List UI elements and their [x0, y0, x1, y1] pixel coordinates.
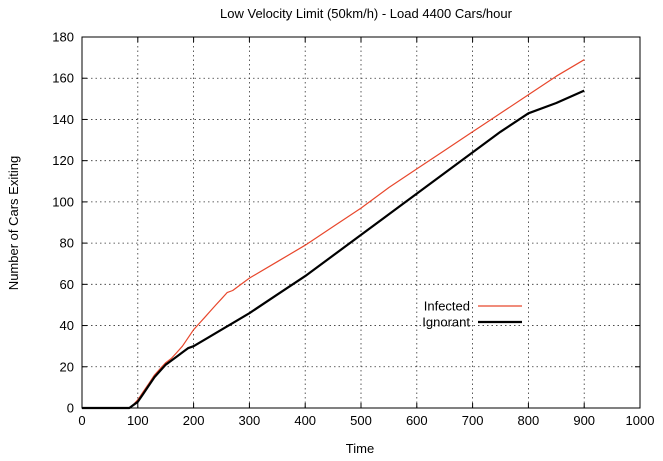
series-line-ignorant	[82, 89, 585, 410]
y-tick-label: 120	[52, 153, 74, 168]
ticks: 0 100 200 300 400 500 600 700 800 900 1000 0 20 40 60 8…	[52, 30, 654, 429]
x-tick-label: 800	[518, 413, 540, 428]
x-tick-label: 200	[183, 413, 205, 428]
y-tick-label: 60	[60, 277, 74, 292]
x-tick-label: 0	[78, 413, 85, 428]
series-line-infected	[82, 59, 585, 409]
chart-title: Low Velocity Limit (50km/h) - Load 4400 …	[220, 6, 513, 21]
x-tick-label: 300	[239, 413, 261, 428]
legend-label-infected: Infected	[424, 299, 470, 314]
y-tick-label: 160	[52, 71, 74, 86]
series-layer	[82, 59, 585, 410]
grid	[82, 37, 640, 408]
x-tick-label: 400	[294, 413, 316, 428]
x-tick-label: 1000	[626, 413, 655, 428]
x-tick-label: 600	[406, 413, 428, 428]
y-tick-label: 140	[52, 112, 74, 127]
y-tick-label: 80	[60, 236, 74, 251]
legend-label-ignorant: Ignorant	[422, 315, 470, 330]
x-tick-label: 900	[573, 413, 595, 428]
y-tick-label: 20	[60, 359, 74, 374]
y-tick-label: 180	[52, 30, 74, 45]
y-axis-label: Number of Cars Exiting	[6, 156, 21, 290]
y-tick-label: 100	[52, 194, 74, 209]
y-tick-label: 0	[67, 401, 74, 416]
x-tick-label: 700	[462, 413, 484, 428]
x-tick-label: 500	[350, 413, 372, 428]
x-axis-label: Time	[346, 441, 374, 456]
x-tick-label: 100	[127, 413, 149, 428]
y-tick-label: 40	[60, 318, 74, 333]
